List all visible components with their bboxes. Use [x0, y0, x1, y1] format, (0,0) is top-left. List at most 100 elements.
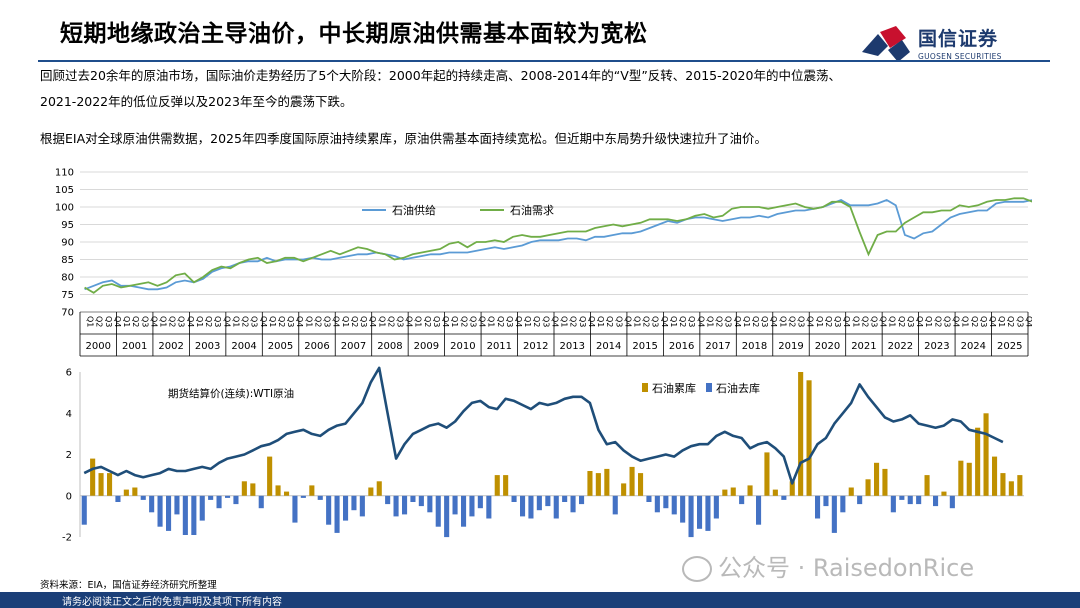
quarter-tick-label: Q2: [95, 316, 104, 327]
quarter-tick-label: Q1: [86, 316, 95, 327]
quarter-tick-label: Q2: [642, 316, 651, 327]
quarter-tick-label: Q3: [468, 316, 477, 327]
quarter-tick-label: Q3: [651, 316, 660, 327]
build-bar: [595, 473, 601, 496]
draw-bar: [899, 495, 905, 500]
quarter-tick-label: Q1: [341, 316, 350, 327]
quarter-tick-label: Q2: [605, 316, 614, 327]
quarter-tick-label: Q1: [304, 316, 313, 327]
quarter-tick-label: Q3: [833, 316, 842, 327]
draw-bar: [393, 495, 399, 517]
quarter-tick-label: Q4: [368, 316, 377, 327]
quarter-tick-label: Q3: [359, 316, 368, 327]
quarter-tick-label: Q4: [660, 316, 669, 327]
build-bar: [123, 489, 129, 496]
quarter-tick-label: Q2: [532, 316, 541, 327]
draw-bar: [157, 495, 163, 527]
year-label: 2011: [487, 341, 512, 352]
y-tick-label: 70: [61, 308, 74, 319]
y-tick-label: 80: [61, 273, 74, 284]
draw-bar: [216, 495, 222, 509]
legend-supply: 石油供给: [392, 203, 436, 217]
legend-draw: 石油去库: [716, 381, 760, 395]
draw-bar: [486, 495, 492, 519]
quarter-tick-label: Q1: [632, 316, 641, 327]
quarter-tick-label: Q3: [323, 316, 332, 327]
quarter-tick-label: Q3: [797, 316, 806, 327]
build-bar: [604, 468, 610, 496]
y-tick-label: 90: [61, 238, 74, 249]
draw-bar: [520, 495, 526, 517]
draw-bar: [199, 495, 205, 521]
quarter-tick-label: Q1: [961, 316, 970, 327]
build-bar: [772, 489, 778, 496]
year-label: 2004: [231, 341, 256, 352]
year-label: 2002: [158, 341, 183, 352]
draw-bar: [233, 495, 239, 505]
draw-bar: [890, 495, 896, 513]
wechat-icon: [682, 556, 712, 582]
draw-bar: [579, 495, 585, 505]
wti-price-line: [83, 366, 1004, 485]
quarter-tick-label: Q4: [332, 316, 341, 327]
quarter-tick-label: Q4: [222, 316, 231, 327]
build-bar: [764, 452, 770, 496]
year-label: 2020: [815, 341, 840, 352]
build-bar: [309, 485, 315, 496]
quarter-tick-label: Q1: [705, 316, 714, 327]
draw-bar: [317, 495, 323, 500]
build-bar: [621, 483, 627, 496]
year-label: 2010: [450, 341, 475, 352]
quarter-tick-label: Q2: [569, 316, 578, 327]
draw-bar: [182, 495, 188, 535]
quarter-tick-label: Q1: [669, 316, 678, 327]
draw-bar: [663, 495, 669, 509]
quarter-tick-label: Q2: [970, 316, 979, 327]
draw-bar: [815, 495, 821, 519]
draw-bar: [511, 495, 517, 502]
year-label: 2009: [414, 341, 439, 352]
quarter-tick-label: Q1: [268, 316, 277, 327]
quarter-tick-label: Q4: [186, 316, 195, 327]
draw-bar: [292, 495, 298, 523]
build-bar: [284, 491, 290, 496]
draw-bar: [326, 495, 332, 525]
quarter-tick-label: Q1: [815, 316, 824, 327]
quarter-tick-label: Q1: [487, 316, 496, 327]
year-label: 2019: [778, 341, 803, 352]
quarter-tick-label: Q1: [122, 316, 131, 327]
draw-bar: [671, 495, 677, 515]
y-tick-label: 110: [55, 168, 74, 179]
quarter-tick-label: Q4: [550, 316, 559, 327]
build-bar: [992, 456, 998, 496]
quarter-tick-label: Q1: [560, 316, 569, 327]
quarter-tick-label: Q2: [131, 316, 140, 327]
quarter-tick-label: Q2: [313, 316, 322, 327]
draw-bar: [444, 495, 450, 538]
quarter-tick-label: Q2: [459, 316, 468, 327]
draw-bar: [528, 495, 534, 519]
quarter-tick-label: Q3: [250, 316, 259, 327]
build-bar: [250, 483, 256, 496]
inventory-wti-chart: -2 0 2 4 6 期货结算价(连续):WTI原油 石油累库 石油去库: [62, 366, 1024, 544]
draw-bar: [705, 495, 711, 531]
quarter-tick-label: Q3: [724, 316, 733, 327]
quarter-tick-label: Q1: [742, 316, 751, 327]
year-label: 2018: [742, 341, 767, 352]
quarter-tick-label: Q2: [423, 316, 432, 327]
quarter-tick-label: Q3: [432, 316, 441, 327]
draw-bar: [646, 495, 652, 502]
year-label: 2021: [851, 341, 876, 352]
year-label: 2023: [924, 341, 949, 352]
build-bar: [503, 475, 509, 496]
quarter-tick-label: Q2: [1006, 316, 1015, 327]
year-label: 2017: [705, 341, 730, 352]
page-title: 短期地缘政治主导油价，中长期原油供需基本面较为宽松: [60, 21, 648, 47]
build-bar: [798, 372, 804, 496]
draw-bar: [385, 495, 391, 505]
draw-bar: [697, 495, 703, 529]
year-label: 2006: [304, 341, 329, 352]
quarter-tick-label: Q1: [414, 316, 423, 327]
year-label: 2001: [122, 341, 147, 352]
quarter-tick-label: Q1: [851, 316, 860, 327]
